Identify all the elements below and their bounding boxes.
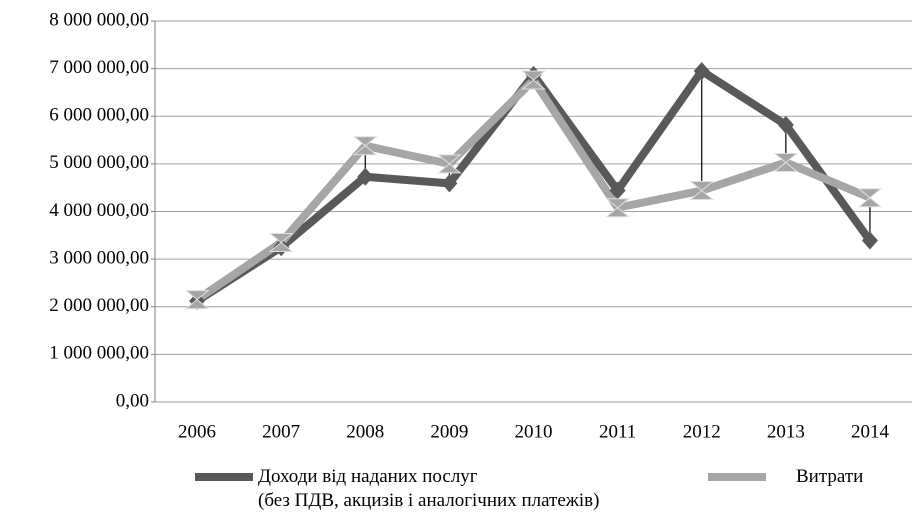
y-tick-label: 7 000 000,00 xyxy=(49,57,149,78)
x-tick-label: 2008 xyxy=(346,421,384,442)
marker xyxy=(268,232,294,252)
marker xyxy=(441,174,458,193)
marker xyxy=(521,70,546,90)
marker xyxy=(861,231,878,250)
y-tick-label: 1 000 000,00 xyxy=(49,343,149,364)
series-line xyxy=(194,67,874,305)
marker xyxy=(184,290,210,310)
marker xyxy=(605,198,631,218)
marker xyxy=(436,154,462,174)
marker xyxy=(357,167,374,186)
y-tick-label: 2 000 000,00 xyxy=(49,295,149,316)
marker xyxy=(693,62,710,81)
x-tick-label: 2011 xyxy=(599,421,636,442)
marker xyxy=(352,136,378,156)
y-tick-label: 3 000 000,00 xyxy=(49,247,149,268)
marker xyxy=(777,115,794,134)
x-tick-label: 2014 xyxy=(851,421,890,442)
y-tick-label: 6 000 000,00 xyxy=(49,105,149,126)
legend-label: Доходи від наданих послуг (без ПДВ, акци… xyxy=(258,466,600,511)
marker xyxy=(857,188,883,208)
marker xyxy=(609,181,626,200)
x-tick-label: 2010 xyxy=(515,421,553,442)
marker xyxy=(689,181,715,201)
x-tick-label: 2009 xyxy=(430,421,468,442)
x-tick-label: 2007 xyxy=(262,421,300,442)
x-tick-label: 2013 xyxy=(767,421,805,442)
x-tick-label: 2012 xyxy=(683,421,721,442)
y-tick-label: 8 000 000,00 xyxy=(49,9,149,30)
marker xyxy=(773,152,799,172)
legend-label: Витрати xyxy=(796,466,864,487)
y-tick-label: 0,00 xyxy=(116,390,149,411)
y-tick-label: 4 000 000,00 xyxy=(49,200,149,221)
y-tick-label: 5 000 000,00 xyxy=(49,152,149,173)
x-tick-label: 2006 xyxy=(178,421,216,442)
